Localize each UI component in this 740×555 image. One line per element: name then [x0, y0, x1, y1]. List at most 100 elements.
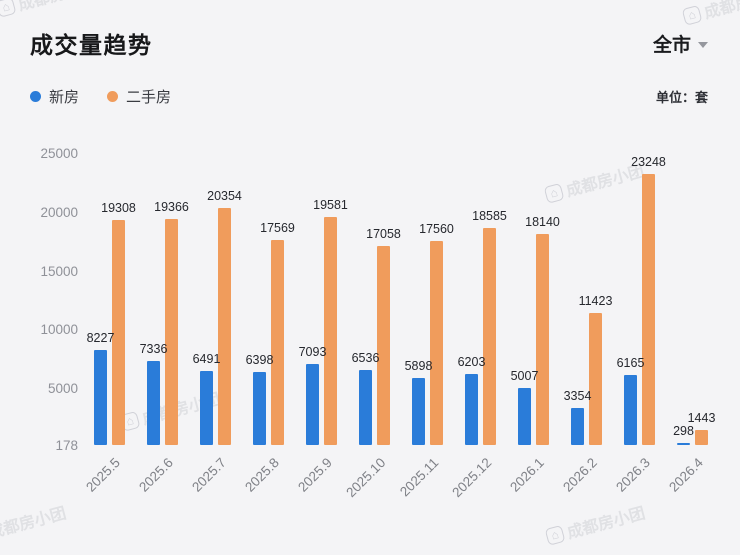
bar-resale-homes-2025.5[interactable]	[112, 219, 125, 445]
bar-group: 8227 19308 2025.5	[83, 153, 136, 495]
legend-label-new-homes: 新房	[49, 89, 80, 106]
legend-label-resale-homes: 二手房	[126, 89, 172, 106]
bar-group: 5898 17560 2025.11	[397, 153, 454, 500]
bar-slot: 7336	[140, 153, 167, 445]
y-axis-tick: 25000	[40, 146, 78, 161]
bar-slot: 17058	[366, 153, 401, 445]
bar-value-label: 6536	[351, 351, 380, 366]
y-axis-tick: 20000	[40, 204, 78, 220]
bar-resale-homes-2025.12[interactable]	[483, 228, 496, 445]
bar-value-label: 23248	[631, 154, 666, 169]
bar-value-label: 6398	[245, 352, 274, 367]
bar-resale-homes-2025.7[interactable]	[218, 207, 231, 445]
bar-value-label: 11423	[578, 293, 613, 308]
bar-new-homes-2025.8[interactable]	[253, 371, 266, 445]
bar-slot: 19308	[101, 153, 136, 445]
bar-value-label: 3354	[563, 388, 592, 403]
bar-group: 6203 18585 2025.12	[449, 153, 507, 500]
bar-value-label: 7336	[139, 341, 168, 356]
header: 成交量趋势 全市	[0, 0, 740, 60]
bar-value-label: 5898	[404, 358, 433, 373]
bar-resale-homes-2025.10[interactable]	[377, 246, 390, 445]
legend-dot-blue	[30, 91, 41, 102]
bar-slot: 6165	[617, 153, 644, 445]
bar-chart: 178 5000 10000 15000 20000 25000 8227 19308 202…	[12, 146, 715, 500]
y-axis-tick: 178	[55, 438, 78, 453]
bar-new-homes-2025.10[interactable]	[359, 370, 372, 445]
bar-new-homes-2026.3[interactable]	[624, 374, 637, 445]
watermark-text: 成都房小团	[0, 505, 69, 543]
bar-resale-homes-2025.6[interactable]	[165, 219, 178, 445]
bar-resale-homes-2026.3[interactable]	[642, 173, 655, 445]
bar-value-label: 17569	[260, 221, 295, 236]
legend-item-resale-homes[interactable]: 二手房	[107, 86, 171, 107]
watermark-text: 成都房小团	[565, 505, 648, 543]
bar-value-label: 7093	[298, 344, 327, 359]
bar-slot: 11423	[579, 153, 612, 445]
legend-dot-orange	[107, 91, 119, 102]
bar-group: 7336 19366 2025.6	[136, 153, 188, 495]
bar-group: 6491 20354 2025.7	[189, 153, 242, 495]
bar-group: 6536 17058 2025.10	[343, 153, 401, 500]
bar-slot: 6398	[246, 153, 273, 445]
bar-new-homes-2025.12[interactable]	[465, 374, 478, 445]
bar-new-homes-2025.9[interactable]	[306, 363, 319, 445]
bar-value-label: 17058	[366, 227, 401, 242]
bar-new-homes-2025.6[interactable]	[147, 360, 160, 445]
bar-slot: 8227	[87, 153, 114, 445]
bar-value-label: 5007	[510, 369, 539, 384]
bar-slot: 5007	[511, 153, 538, 445]
bar-resale-homes-2025.8[interactable]	[271, 240, 284, 445]
bar-value-label: 20354	[207, 188, 242, 203]
bar-value-label: 6491	[192, 351, 221, 366]
bar-slot: 6491	[193, 153, 220, 445]
bar-new-homes-2026.4[interactable]	[677, 443, 690, 445]
y-axis-tick: 10000	[40, 322, 78, 338]
bar-value-label: 18140	[525, 214, 560, 229]
bar-value-label: 19581	[313, 197, 348, 212]
chevron-down-icon	[698, 41, 708, 48]
bar-group: 6165 23248 2026.3	[613, 153, 665, 495]
bar-value-label: 6203	[457, 355, 486, 370]
bar-resale-homes-2025.9[interactable]	[324, 216, 337, 445]
bar-value-label: 298	[673, 424, 694, 438]
bar-value-label: 19366	[154, 200, 189, 215]
city-selector-label: 全市	[652, 34, 691, 56]
y-axis: 178 5000 10000 15000 20000 25000	[12, 146, 90, 453]
house-logo-icon: ⌂	[544, 524, 566, 546]
bar-slot: 3354	[564, 153, 591, 445]
bar-slot: 18140	[525, 153, 560, 445]
bar-slot: 7093	[299, 153, 326, 445]
watermark: ⌂成都房小团	[544, 499, 648, 548]
y-axis-tick: 15000	[40, 263, 78, 279]
bar-slot: 17569	[260, 153, 295, 445]
bar-value-label: 6165	[616, 355, 645, 370]
plot-area: 8227 19308 2025.5 7336 19366 2025.6 6491 20354 2…	[83, 153, 715, 500]
bar-value-label: 17560	[419, 221, 454, 236]
bar-resale-homes-2026.4[interactable]	[695, 430, 708, 445]
bar-slot: 1443	[688, 153, 715, 445]
watermark: ⌂成都房小团	[0, 499, 68, 548]
legend-item-new-homes[interactable]: 新房	[30, 86, 79, 107]
bar-new-homes-2026.1[interactable]	[518, 388, 531, 445]
bar-resale-homes-2026.1[interactable]	[536, 233, 549, 445]
bar-group: 3354 11423 2026.2	[560, 153, 612, 495]
bar-slot: 6536	[352, 153, 379, 445]
bar-new-homes-2025.5[interactable]	[94, 350, 107, 445]
bar-resale-homes-2025.11[interactable]	[430, 240, 443, 445]
bar-slot: 6203	[458, 153, 485, 445]
city-selector[interactable]: 全市	[653, 30, 708, 57]
bar-new-homes-2025.11[interactable]	[412, 377, 425, 445]
bar-new-homes-2026.2[interactable]	[571, 407, 584, 445]
bar-resale-homes-2026.2[interactable]	[589, 312, 602, 445]
bar-value-label: 18585	[472, 209, 507, 224]
bar-slot: 18585	[472, 153, 507, 445]
bar-slot: 20354	[207, 153, 242, 445]
bar-value-label: 1443	[687, 411, 716, 426]
y-axis-tick: 5000	[47, 381, 78, 397]
bar-slot: 17560	[419, 153, 454, 445]
bar-new-homes-2025.7[interactable]	[200, 370, 213, 445]
bar-slot: 5898	[405, 153, 432, 445]
bar-slot: 19581	[313, 153, 348, 445]
